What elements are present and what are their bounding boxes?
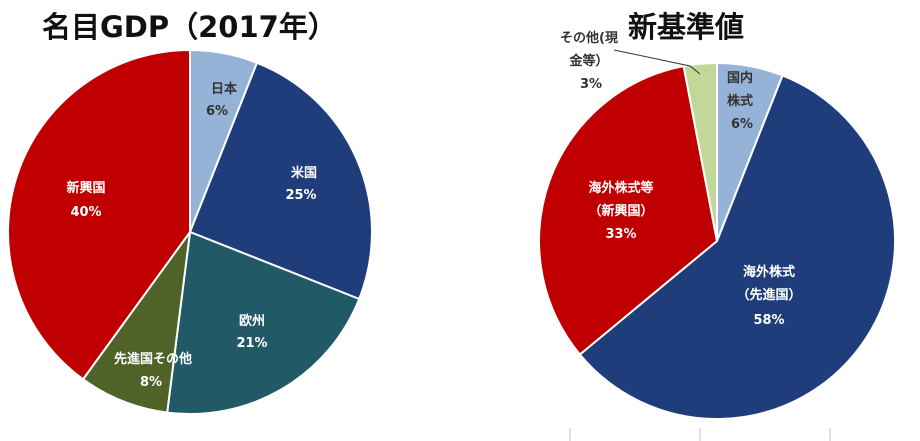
chart-title-new-benchmark: 新基準値 (628, 10, 745, 44)
slice-category-label: 米国 (291, 165, 317, 181)
pie-slice (682, 61, 718, 242)
pie-slice (538, 64, 719, 356)
slice-category-label: 日本 (211, 81, 237, 97)
slice-category-label: 新興国 (66, 180, 105, 196)
pie-slice (188, 61, 373, 301)
slice-category-label: 欧州 (239, 313, 265, 329)
chart-title-nominal-gdp: 名目GDP（2017年） (42, 10, 337, 44)
leader-line (613, 49, 701, 75)
pie-slice (166, 230, 361, 415)
pie-slice (578, 74, 896, 420)
slice-value-label: 21% (236, 336, 267, 351)
pie-chart-new-benchmark (538, 61, 896, 420)
slice-category-label: 海外株式 (743, 264, 795, 280)
slice-value-label: 40% (70, 205, 101, 220)
slice-value-label: 6% (206, 104, 228, 119)
slice-value-label: 58% (753, 313, 784, 328)
slice-value-label: 25% (285, 188, 316, 203)
slice-value-label: 33% (605, 227, 636, 242)
slice-category-label: その他(現 (560, 30, 618, 46)
axis-ticks (569, 428, 831, 441)
slice-value-label: 8% (140, 375, 162, 390)
slice-category-label: 金等） (568, 53, 608, 69)
slice-category-label: 先進国その他 (114, 351, 192, 367)
slice-category-label: （新興国） (588, 203, 653, 219)
pie-slice (81, 231, 191, 414)
slice-category-label: 国内 (727, 70, 753, 86)
pie-slice (7, 48, 191, 381)
slice-value-label: 3% (580, 77, 602, 92)
slice-category-label: （先進国） (736, 287, 801, 303)
slice-category-label: 株式 (727, 93, 753, 109)
pie-chart-nominal-gdp (7, 48, 373, 415)
slice-category-label: 海外株式等 (588, 180, 653, 196)
slice-value-label: 6% (731, 117, 753, 132)
